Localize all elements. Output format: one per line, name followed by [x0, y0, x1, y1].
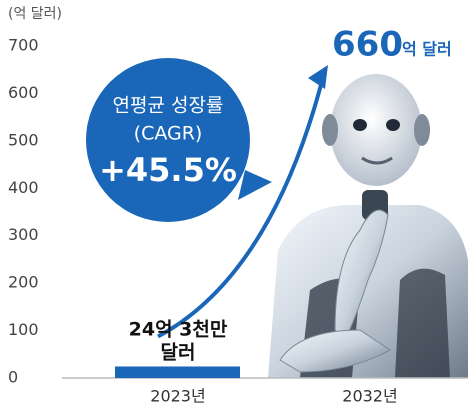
arrow-head [308, 64, 328, 89]
value-label-unit: 억 달러 [402, 40, 452, 59]
value-label: 660 [332, 25, 403, 65]
value-label: 달러 [161, 342, 196, 364]
growth-arrow [157, 80, 324, 339]
annotation-value: +45.5% [99, 151, 237, 189]
y-tick-label: 200 [8, 273, 39, 292]
bar [115, 366, 240, 378]
x-tick-label: 2032년 [342, 387, 397, 406]
y-tick-label: 400 [8, 178, 39, 197]
cagr-bubble [86, 58, 272, 222]
value-label: 24억 3천만 [129, 319, 228, 341]
y-tick-label: 100 [8, 320, 39, 339]
y-tick-label: 600 [8, 83, 39, 102]
x-tick-label: 2023년 [150, 387, 205, 406]
annotation-subtitle: (CAGR) [134, 123, 203, 145]
y-tick-label: 300 [8, 225, 39, 244]
y-tick-label: 500 [8, 130, 39, 149]
robot-illustration [268, 74, 468, 378]
annotation-title: 연평균 성장률 [113, 95, 224, 117]
y-tick-label: 700 [8, 36, 39, 55]
y-tick-label: 0 [8, 368, 18, 387]
unit-label: (억 달러) [8, 6, 62, 22]
